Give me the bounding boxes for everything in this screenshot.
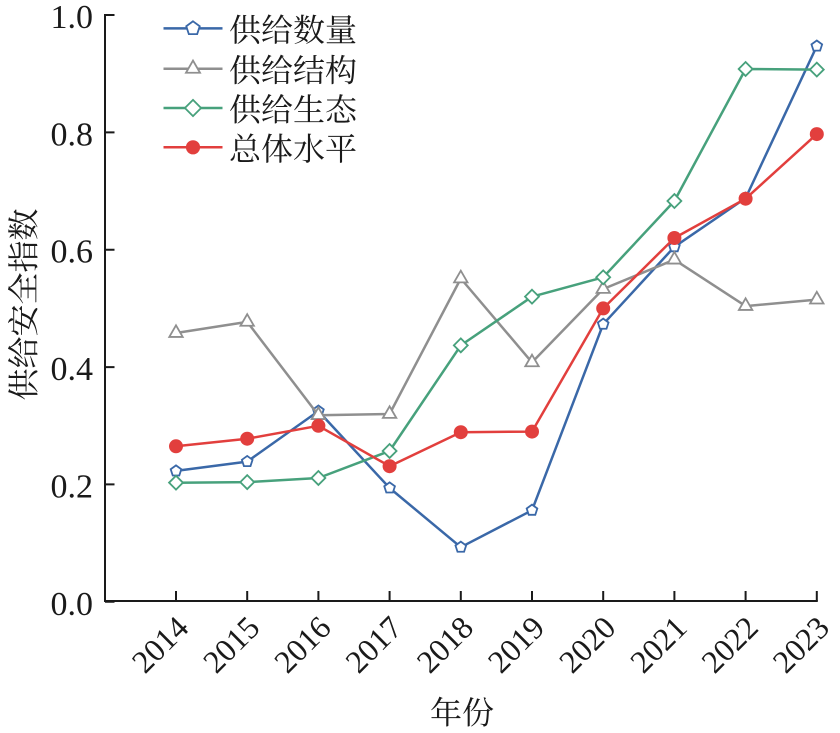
svg-text:0.8: 0.8 — [51, 116, 94, 153]
svg-text:0.2: 0.2 — [51, 468, 94, 505]
svg-text:1.0: 1.0 — [51, 0, 94, 36]
svg-text:0.0: 0.0 — [51, 586, 94, 623]
svg-text:0.4: 0.4 — [51, 351, 94, 388]
svg-text:0.6: 0.6 — [51, 234, 94, 271]
